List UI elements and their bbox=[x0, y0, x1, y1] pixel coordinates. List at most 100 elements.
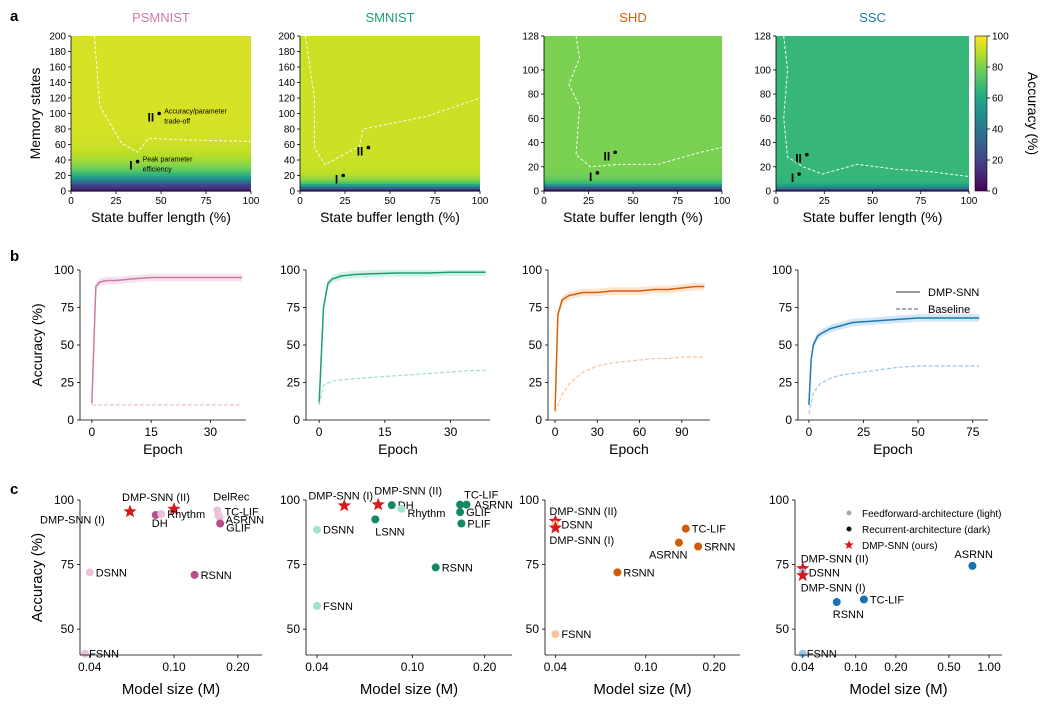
heatmap-cell bbox=[71, 136, 251, 140]
point-light bbox=[157, 509, 166, 518]
marker-label-II: II bbox=[604, 149, 611, 163]
x-tick-label: 75 bbox=[429, 196, 441, 207]
y-tick-label: 100 bbox=[280, 493, 300, 507]
heatmap-cell bbox=[544, 108, 722, 112]
heatmap-cell bbox=[71, 43, 251, 47]
x-tick-label: 0.20 bbox=[884, 660, 908, 674]
point-label: DSNN bbox=[809, 567, 840, 579]
heatmap-cell bbox=[71, 38, 251, 42]
heatmap-cell bbox=[776, 108, 969, 112]
heatmap-cell bbox=[71, 110, 251, 115]
x-tick-label: 0 bbox=[552, 425, 559, 439]
series-line-baseline bbox=[318, 369, 486, 406]
point-dark bbox=[371, 515, 380, 524]
x-axis-label: State buffer length (%) bbox=[803, 209, 943, 225]
heatmap-cell bbox=[544, 95, 722, 99]
x-tick-label: 0.50 bbox=[937, 660, 961, 674]
y-tick-label: 75 bbox=[779, 301, 793, 315]
heatmap-cell bbox=[776, 154, 969, 159]
heatmap-cell bbox=[776, 56, 969, 60]
y-tick-label: 40 bbox=[284, 156, 296, 167]
heatmap-cell bbox=[776, 92, 969, 97]
heatmap-cell bbox=[300, 116, 480, 120]
point-label: DH bbox=[398, 500, 414, 512]
point-label: LSNN bbox=[375, 526, 404, 538]
legend-marker-star bbox=[844, 540, 854, 549]
heatmap-cell bbox=[776, 121, 969, 125]
point-light bbox=[397, 504, 406, 513]
series-line-dmp-snn bbox=[554, 285, 705, 412]
heatmap-cell bbox=[776, 110, 969, 115]
y-tick-label: 75 bbox=[526, 558, 540, 572]
heatmap-cell bbox=[544, 100, 722, 104]
y-tick-label: 100 bbox=[769, 493, 789, 507]
y-tick-label: 75 bbox=[776, 558, 790, 572]
heatmap-cell bbox=[544, 175, 722, 179]
heatmap-cell bbox=[544, 118, 722, 122]
heatmap-title: SSC bbox=[859, 10, 886, 25]
y-tick-label: 100 bbox=[522, 65, 539, 76]
heatmap-cell bbox=[71, 95, 251, 99]
heatmap-cell bbox=[544, 54, 722, 58]
heatmap-cell bbox=[300, 149, 480, 153]
heatmap-cell bbox=[71, 183, 251, 187]
heatmap-cell bbox=[776, 144, 969, 148]
point-label: ASRNN bbox=[649, 550, 688, 562]
series-line-baseline bbox=[554, 356, 705, 413]
heatmap-cell bbox=[71, 147, 251, 151]
series-line-dmp-snn bbox=[91, 276, 243, 404]
heatmap-cell bbox=[71, 61, 251, 66]
heatmap-cell bbox=[71, 126, 251, 130]
y-tick-label: 75 bbox=[61, 558, 75, 572]
y-tick-label: 0 bbox=[535, 413, 542, 427]
heatmap-cell bbox=[776, 43, 969, 47]
heatmap-cell bbox=[300, 154, 480, 159]
heatmap-cell bbox=[776, 185, 969, 190]
heatmap-cell bbox=[71, 162, 251, 166]
heatmap-cell bbox=[300, 129, 480, 133]
y-tick-label: 25 bbox=[287, 376, 301, 390]
point-star bbox=[371, 497, 385, 511]
heatmap-cell bbox=[300, 87, 480, 91]
heatmap-cell bbox=[544, 74, 722, 78]
x-tick-label: 0.10 bbox=[401, 660, 425, 674]
heatmap-cell bbox=[300, 36, 480, 40]
y-tick-label: 0 bbox=[785, 413, 792, 427]
y-axis-label: Accuracy (%) bbox=[29, 303, 45, 386]
heatmap-cell bbox=[300, 56, 480, 60]
heatmap-cell bbox=[544, 183, 722, 187]
heatmap-cell bbox=[300, 126, 480, 130]
heatmap-cell bbox=[300, 170, 480, 174]
heatmap-cell bbox=[776, 180, 969, 184]
heatmap-cell bbox=[776, 118, 969, 122]
legend-label-dmp-snn: DMP-SNN bbox=[928, 287, 979, 299]
heatmap-cell bbox=[300, 59, 480, 63]
heatmap-cell bbox=[544, 131, 722, 135]
marker-point-I bbox=[341, 173, 346, 178]
point-label: TC-LIF bbox=[692, 524, 727, 536]
y-tick-label: 120 bbox=[49, 94, 66, 105]
heatmap-cell bbox=[544, 170, 722, 174]
heatmap-cell bbox=[300, 100, 480, 104]
heatmap-cell bbox=[544, 98, 722, 102]
heatmap-cell bbox=[544, 141, 722, 146]
x-tick-label: 100 bbox=[961, 196, 978, 207]
heatmap-title: SMNIST bbox=[365, 10, 414, 25]
heatmap-cell bbox=[544, 136, 722, 140]
x-axis-label: Model size (M) bbox=[122, 681, 220, 698]
y-tick-label: 50 bbox=[776, 622, 790, 636]
point-dark bbox=[968, 561, 977, 570]
heatmap-cell bbox=[776, 36, 969, 40]
heatmap-cell bbox=[71, 178, 251, 182]
heatmap-cell bbox=[300, 121, 480, 125]
heatmap-cell bbox=[71, 85, 251, 89]
point-dark bbox=[457, 519, 466, 528]
heatmap-cell bbox=[300, 103, 480, 107]
heatmap-cell bbox=[776, 134, 969, 138]
heatmap-cell bbox=[71, 87, 251, 91]
x-tick-label: 0 bbox=[806, 425, 813, 439]
heatmap-cell bbox=[544, 46, 722, 50]
x-tick-label: 0.10 bbox=[844, 660, 868, 674]
point-label: DMP-SNN (I) bbox=[308, 491, 373, 503]
